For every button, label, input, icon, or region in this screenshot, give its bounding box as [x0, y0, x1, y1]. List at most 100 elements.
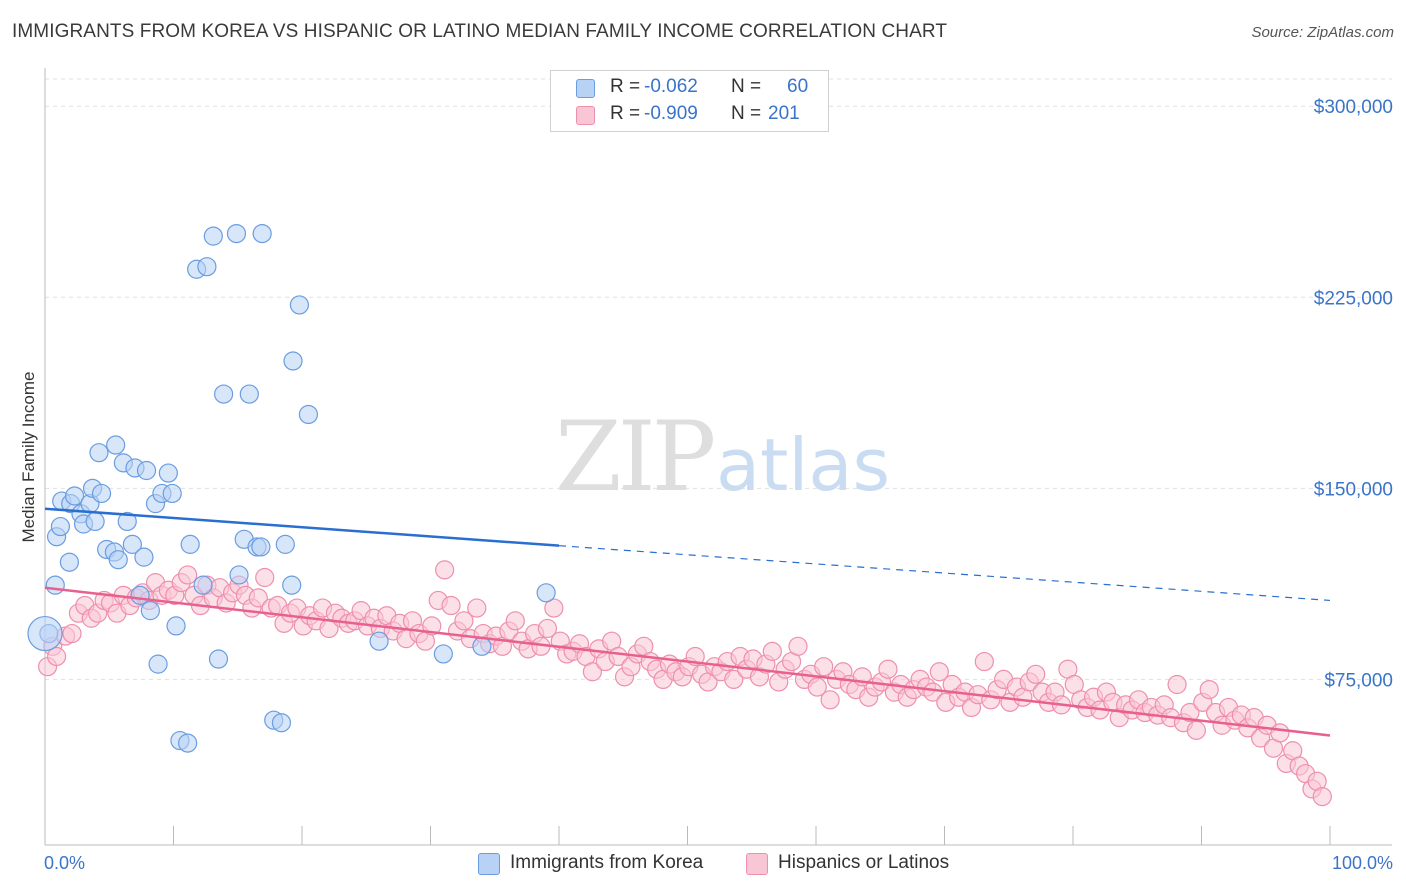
korea-point — [298, 404, 319, 425]
korea-point — [226, 223, 247, 244]
korea-point — [251, 537, 271, 557]
hispanic-point — [878, 659, 898, 679]
hispanic-point — [435, 560, 455, 580]
hispanic-point — [62, 623, 82, 644]
hispanic-point — [1199, 679, 1219, 700]
legend-swatch-korea — [576, 79, 595, 98]
korea-point — [252, 223, 272, 244]
korea-point — [178, 733, 198, 753]
y-tick-label: $225,000 — [1314, 288, 1393, 309]
hispanic-trend-line — [44, 586, 1331, 737]
legend: R = -0.062 N = 60 R = -0.909 N = 201 — [550, 70, 829, 132]
source-label: Source: ZipAtlas.com — [1251, 24, 1394, 41]
legend-n-label: N = — [731, 76, 762, 97]
legend-r-value: -0.062 — [644, 76, 698, 97]
korea-point — [130, 585, 150, 605]
hispanic-point — [544, 598, 564, 618]
hispanic-point — [1167, 674, 1187, 695]
hispanic-point — [248, 588, 268, 608]
legend-r-label: R = — [610, 76, 641, 97]
korea-point — [136, 460, 157, 481]
legend-swatch-hispanics — [576, 106, 595, 125]
hispanic-point — [814, 657, 834, 677]
hispanic-point — [1026, 664, 1046, 684]
hispanic-point — [537, 618, 558, 639]
watermark: ZIP atlas — [555, 401, 890, 513]
korea-point — [162, 483, 182, 504]
y-tick-label: $300,000 — [1314, 97, 1393, 118]
korea-point — [166, 616, 186, 636]
korea-point — [239, 384, 259, 404]
hispanic-point — [762, 641, 782, 661]
x-tick-label: 100.0% — [1332, 853, 1393, 873]
korea-trend-line — [44, 507, 560, 547]
hispanic-point — [820, 690, 840, 710]
korea-point — [197, 257, 217, 277]
korea-point — [289, 295, 310, 315]
korea-point — [64, 486, 85, 506]
watermark-atlas: atlas — [716, 423, 890, 507]
korea-point — [108, 550, 128, 570]
korea-point — [208, 649, 229, 669]
hispanic-point — [46, 646, 67, 667]
hispanic-point — [255, 567, 275, 588]
legend-row-korea: R = -0.062 N = 60 — [551, 75, 828, 101]
hispanic-point — [1270, 723, 1290, 743]
korea-point — [271, 713, 292, 733]
korea-point — [369, 631, 389, 651]
korea-point — [85, 511, 105, 532]
y-tick-label: $75,000 — [1324, 670, 1393, 691]
hispanic-point — [178, 565, 198, 585]
hispanic-point — [929, 662, 949, 682]
hispanic-point — [724, 669, 744, 690]
hispanic-point — [454, 611, 474, 631]
hispanic-point — [467, 598, 487, 618]
korea-point — [180, 534, 200, 554]
korea-point — [117, 511, 137, 532]
korea-point — [27, 615, 63, 652]
legend-row-hispanics: R = -0.909 N = 201 — [551, 102, 828, 128]
korea-point — [282, 575, 302, 595]
hispanic-point — [505, 611, 525, 631]
series-hispanics — [37, 560, 1332, 807]
hispanic-point — [923, 682, 943, 702]
hispanic-point — [1312, 786, 1332, 807]
legend-n-label: N = — [731, 103, 762, 124]
hispanic-point — [1186, 720, 1206, 740]
korea-point — [275, 534, 295, 554]
bottom-legend-label: Immigrants from Korea — [510, 852, 704, 873]
x-tick-label: 0.0% — [44, 853, 85, 873]
korea-point — [148, 654, 168, 674]
korea-point — [59, 552, 80, 572]
korea-point — [91, 483, 112, 504]
series-korea — [27, 223, 556, 753]
axes — [44, 68, 1392, 846]
korea-point — [229, 565, 249, 585]
legend-r-label: R = — [610, 103, 641, 124]
bottom-legend-swatch-korea — [478, 853, 500, 875]
hispanic-point — [441, 595, 461, 616]
trend-lines — [44, 507, 1331, 737]
legend-n-value: 201 — [768, 103, 800, 124]
korea-point — [472, 636, 492, 656]
hispanic-point — [788, 636, 808, 656]
korea-point — [158, 463, 178, 483]
bottom-legend-label: Hispanics or Latinos — [778, 852, 950, 873]
korea-point — [536, 583, 556, 603]
korea-point — [134, 547, 154, 567]
bottom-legend-swatch-hispanics — [746, 853, 768, 875]
legend-r-value: -0.909 — [644, 103, 698, 124]
korea-point — [203, 226, 223, 246]
korea-trend-extension — [558, 545, 1331, 602]
tick-labels: $75,000 $150,000 $225,000 $300,000 0.0% 100.0… — [44, 97, 1393, 873]
korea-point — [433, 644, 453, 664]
y-tick-label: $150,000 — [1314, 479, 1393, 500]
korea-point — [106, 435, 126, 455]
korea-point — [89, 443, 109, 463]
legend-n-value: 60 — [787, 76, 809, 97]
hispanic-point — [974, 651, 994, 672]
chart-title: IMMIGRANTS FROM KOREA VS HISPANIC OR LAT… — [12, 21, 948, 42]
korea-point — [193, 575, 213, 595]
korea-point — [283, 351, 303, 371]
